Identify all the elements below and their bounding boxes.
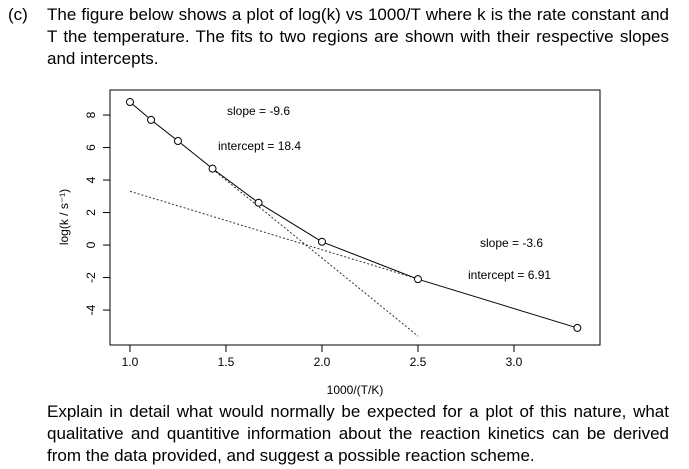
plot-frame [109,89,601,346]
data-point [173,137,182,146]
data-point [413,275,422,284]
y-tick-label: 0 [84,241,98,248]
x-tick-label: 1.0 [122,355,139,369]
data-point [125,98,134,107]
question-label: (c) [8,5,28,24]
annotation: intercept = 18.4 [218,139,301,153]
annotation: slope = -3.6 [480,236,543,250]
y-tick-label: 4 [84,176,98,183]
x-tick-label: 2.0 [314,355,331,369]
data-point [573,323,582,332]
y-tick-label: -4 [84,304,98,315]
y-tick-label: -2 [84,272,98,283]
data-point [254,198,263,207]
x-tick-label: 1.5 [218,355,235,369]
annotation: intercept = 6.91 [468,268,551,282]
y-tick-label: 6 [84,144,98,151]
data-point [317,237,326,246]
data-line [129,101,578,329]
x-tick-label: 2.5 [410,355,427,369]
y-axis-label: log(k / s⁻¹) [57,189,71,245]
fit-line [212,168,419,337]
y-tick-label: 8 [84,111,98,118]
x-tick-label: 3.0 [506,355,523,369]
x-axis-label: 1000/(T/K) [327,383,384,397]
annotation: slope = -9.6 [227,104,290,118]
followup-text: Explain in detail what would normally be… [47,402,669,465]
data-point [208,164,217,173]
fit-line [129,190,419,280]
y-tick-label: 2 [84,209,98,216]
data-point [147,115,156,124]
question-text: The figure below shows a plot of log(k) … [47,5,669,68]
